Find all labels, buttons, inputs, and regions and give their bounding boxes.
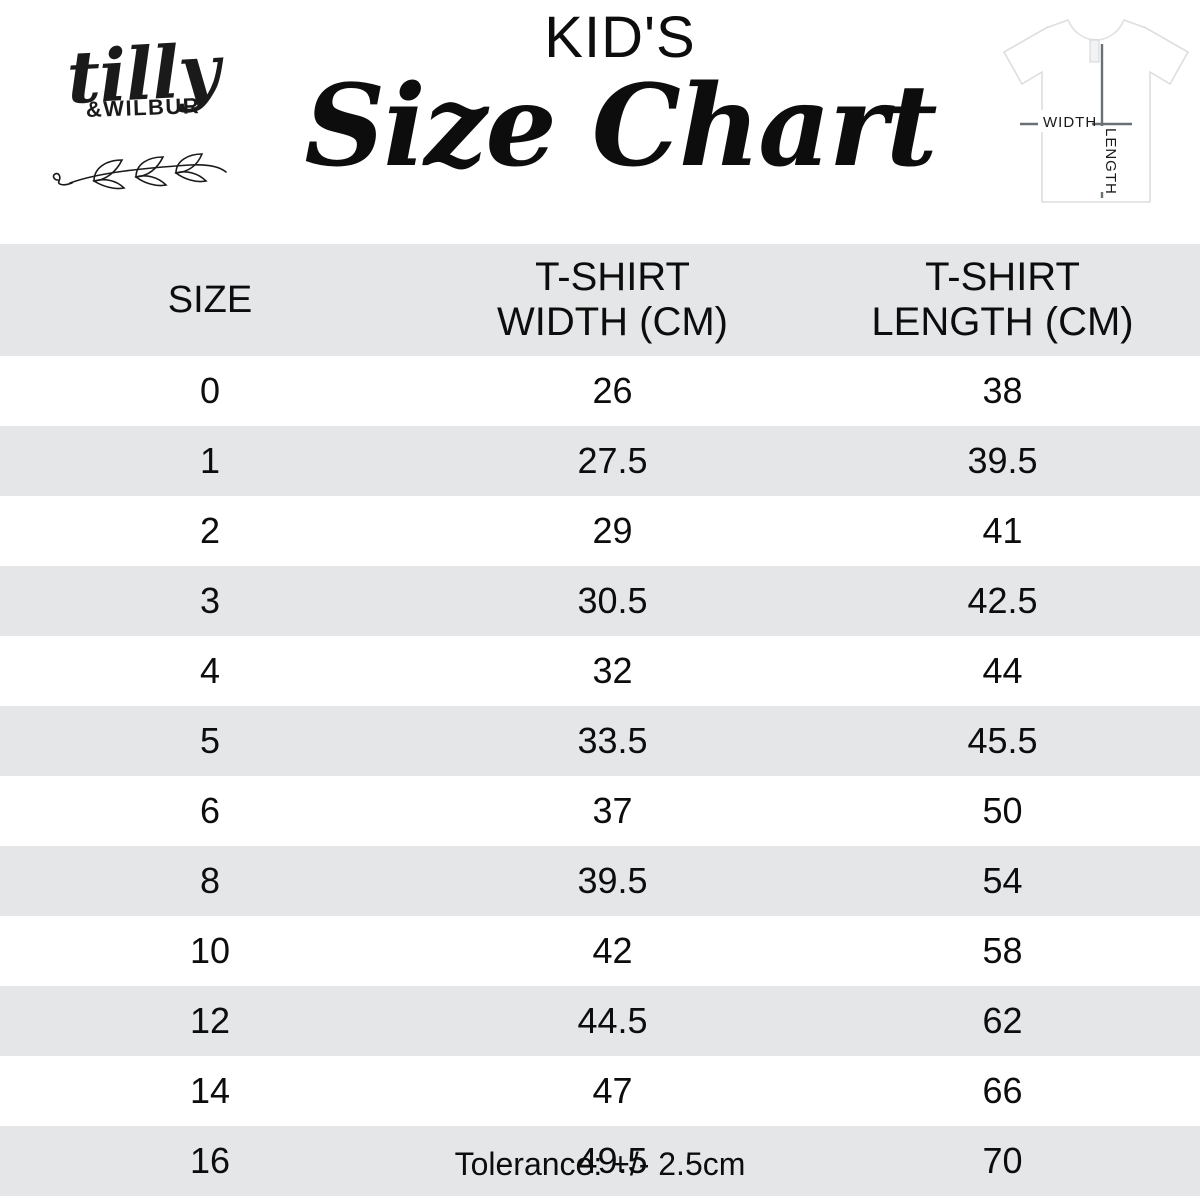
column-header-width: T-SHIRT WIDTH (CM): [496, 255, 729, 344]
cell-size: 6: [199, 790, 221, 831]
brand-name-sub: &WILBUR: [85, 93, 201, 123]
table-row: 16 49.5 70: [0, 1126, 1200, 1196]
chart-header: tilly &WILBUR KID'S Size Chart: [0, 0, 1200, 240]
cell-size: 3: [199, 580, 221, 621]
cell-length: 39.5: [967, 440, 1038, 481]
cell-width: 39.5: [577, 860, 648, 901]
table-row: 0 26 38: [0, 356, 1200, 426]
cell-width: 26: [592, 370, 633, 411]
cell-width: 44.5: [577, 1000, 648, 1041]
leaf-branch-icon: [52, 153, 227, 190]
cell-size: 8: [199, 860, 221, 901]
cell-width: 37: [592, 790, 633, 831]
size-table: SIZE T-SHIRT WIDTH (CM) T-SHIRT LENGTH (…: [0, 244, 1200, 1196]
cell-length: 45.5: [967, 720, 1038, 761]
cell-length: 70: [982, 1140, 1023, 1181]
cell-length: 58: [982, 930, 1023, 971]
cell-size: 1: [199, 440, 221, 481]
page-eyebrow: KID'S: [544, 5, 696, 70]
diagram-length-label: LENGTH: [1102, 128, 1119, 195]
cell-width: 30.5: [577, 580, 648, 621]
cell-length: 54: [982, 860, 1023, 901]
table-row: 8 39.5 54: [0, 846, 1200, 916]
cell-size: 5: [199, 720, 221, 761]
page-title: Size Chart: [304, 60, 937, 192]
tolerance-note: Tolerance: +/- 2.5cm: [454, 1146, 746, 1182]
cell-size: 4: [199, 650, 221, 691]
table-row: 4 32 44: [0, 636, 1200, 706]
brand-logo: tilly &WILBUR: [48, 27, 238, 202]
cell-width: 29: [592, 510, 633, 551]
cell-size: 2: [199, 510, 221, 551]
cell-size: 14: [189, 1070, 231, 1111]
cell-length: 41: [982, 510, 1023, 551]
cell-width: 47: [592, 1070, 633, 1111]
cell-length: 38: [982, 370, 1023, 411]
column-header-length: T-SHIRT LENGTH (CM): [871, 255, 1134, 344]
table-row: 12 44.5 62: [0, 986, 1200, 1056]
diagram-width-label: WIDTH: [1043, 114, 1097, 131]
cell-width: 42: [592, 930, 633, 971]
table-row: 3 30.5 42.5: [0, 566, 1200, 636]
cell-width: 27.5: [577, 440, 648, 481]
table-row: 14 47 66: [0, 1056, 1200, 1126]
table-row: 5 33.5 45.5: [0, 706, 1200, 776]
cell-width: 49.5: [577, 1140, 648, 1181]
tshirt-measure-diagram: WIDTH LENGTH: [998, 6, 1194, 220]
column-header-size: SIZE: [167, 278, 253, 321]
cell-size: 12: [189, 1000, 231, 1041]
table-row: 6 37 50: [0, 776, 1200, 846]
cell-length: 42.5: [967, 580, 1038, 621]
table-header-row: SIZE T-SHIRT WIDTH (CM) T-SHIRT LENGTH (…: [0, 244, 1200, 356]
table-row: 10 42 58: [0, 916, 1200, 986]
cell-size: 0: [199, 370, 221, 411]
title-block: KID'S Size Chart: [250, 0, 990, 183]
cell-length: 62: [982, 1000, 1023, 1041]
cell-length: 44: [982, 650, 1023, 691]
cell-length: 50: [982, 790, 1023, 831]
tshirt-icon: WIDTH LENGTH: [1002, 18, 1190, 203]
cell-size: 16: [189, 1140, 231, 1181]
cell-width: 32: [592, 650, 633, 691]
cell-size: 10: [189, 930, 231, 971]
table-row: 1 27.5 39.5: [0, 426, 1200, 496]
cell-length: 66: [982, 1070, 1023, 1111]
cell-width: 33.5: [577, 720, 648, 761]
table-row: 2 29 41: [0, 496, 1200, 566]
